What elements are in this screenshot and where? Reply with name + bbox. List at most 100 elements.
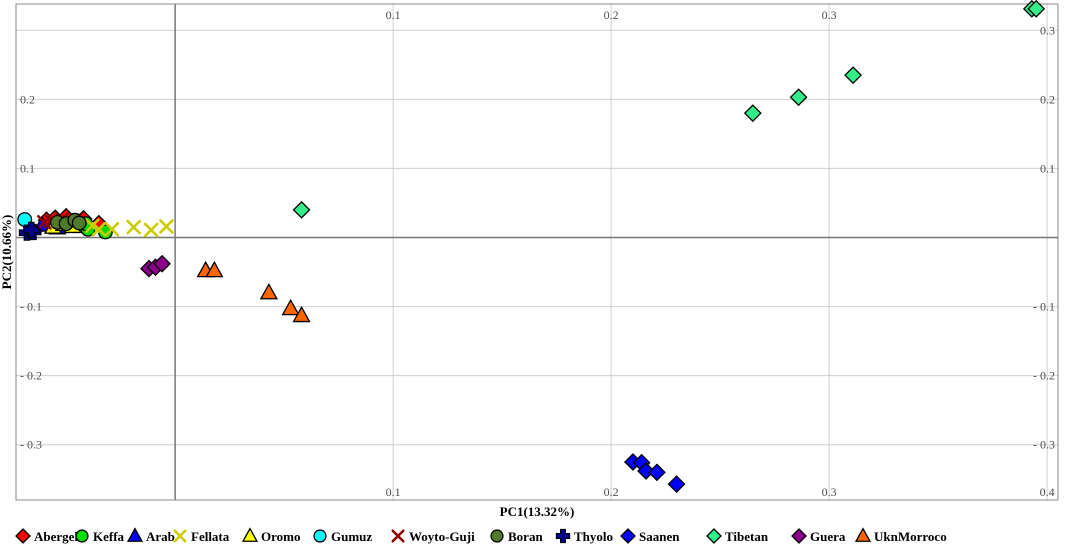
x-tick-label-top: 0.2: [604, 8, 619, 22]
legend-marker-oromo: [241, 527, 259, 542]
legend-marker-abergelle: [15, 528, 31, 544]
legend-item-woyto-guji: Woyto-Guji: [391, 529, 475, 544]
y-tick-label-right: 0.1: [1040, 161, 1055, 175]
tick-labels: 0.1 0.2 0.3 0.4 0.1 0.2 0.3 0.2 0.1 - 0.1 - 0.2 - 0…: [20, 8, 1055, 499]
series-thyolo: [18, 221, 42, 241]
legend-marker-boran: [490, 529, 504, 543]
legend-label-woyto-guji: Woyto-Guji: [409, 529, 475, 544]
legend-marker-tibetan: [706, 528, 722, 544]
x-tick-label-bottom: 0.4: [1040, 485, 1055, 499]
legend-label-tibetan: Tibetan: [725, 529, 769, 544]
point-fellata-stroke: [159, 219, 174, 234]
plot-frame: [15, 3, 1059, 501]
y-axis-title: PC2(10.66%): [0, 215, 14, 290]
point-uknmorroco: [259, 283, 278, 300]
legend-item-saanen: Saanen: [620, 528, 680, 544]
legend-label-saanen: Saanen: [639, 529, 680, 544]
point-fellata: [104, 221, 120, 237]
legend-label-arab: Arab: [146, 529, 175, 544]
legend-item-thyolo: Thyolo: [555, 528, 613, 544]
legend-marker-arab: [126, 527, 144, 542]
point-uknmorroco: [205, 260, 224, 278]
legend-label-keffa: Keffa: [93, 529, 125, 544]
legend-marker-fellata: [173, 529, 187, 543]
point-boran: [71, 215, 87, 231]
point-uknmorroco: [281, 298, 300, 316]
y-tick-label-left: 0.1: [20, 161, 35, 175]
point-fellata-stroke: [126, 219, 142, 235]
series-saanen: [623, 453, 686, 494]
y-tick-label-left: - 0.1: [20, 300, 42, 314]
legend-marker-fellata-stroke: [173, 529, 187, 543]
point-fellata: [143, 222, 159, 238]
legend-label-uknmorroco: UknMorroco: [874, 529, 947, 544]
legend-item-arab: Arab: [126, 527, 175, 544]
point-tibetan: [844, 66, 863, 85]
x-tick-label-top: 0.1: [386, 8, 401, 22]
x-tick-label-top: 0.3: [822, 8, 837, 22]
point-tibetan: [789, 88, 808, 107]
legend-item-boran: Boran: [490, 529, 543, 544]
legend-marker-uknmorroco: [854, 527, 872, 542]
legend-marker-saanen: [620, 528, 636, 544]
legend-marker-gumuz: [313, 529, 327, 543]
legend-item-gumuz: Gumuz: [313, 529, 372, 544]
point-fellata-stroke: [84, 218, 100, 234]
y-tick-label-right: 0.2: [1040, 92, 1055, 106]
x-axis-title: PC1(13.32%): [500, 504, 575, 519]
legend-item-tibetan: Tibetan: [706, 528, 769, 544]
reference-lines: [16, 4, 1058, 500]
point-fellata-stroke: [143, 222, 159, 238]
point-tibetan: [292, 200, 311, 219]
x-tick-label-bottom: 0.3: [822, 485, 837, 499]
data-points: [17, 0, 1046, 494]
point-fellata-stroke: [91, 221, 107, 237]
point-fellata-stroke: [104, 221, 120, 237]
point-tibetan: [743, 104, 762, 123]
legend-label-oromo: Oromo: [261, 529, 300, 544]
point-fellata: [126, 219, 142, 235]
point-tibetan: [1027, 0, 1046, 18]
legend-marker-guera: [791, 528, 807, 544]
legend-marker-woyto-guji-stroke: [391, 529, 405, 543]
series-uknmorroco: [196, 260, 311, 323]
y-tick-label-right: 0.3: [1040, 23, 1055, 37]
series-guera: [140, 254, 171, 278]
point-uknmorroco: [292, 305, 311, 323]
series-fellata: [84, 218, 174, 238]
legend: Abergelle Keffa Arab Fellata Oromo Gumuz Woyto…: [15, 527, 947, 544]
legend-marker-keffa: [75, 529, 89, 543]
y-tick-label-right: - 0.2: [1033, 369, 1055, 383]
legend-item-keffa: Keffa: [75, 529, 125, 544]
point-saanen: [667, 475, 686, 494]
y-tick-label-left: 0.2: [20, 92, 35, 106]
legend-marker-thyolo: [555, 528, 571, 544]
legend-item-uknmorroco: UknMorroco: [854, 527, 947, 544]
x-tick-label-bottom: 0.2: [604, 485, 619, 499]
point-thyolo: [23, 221, 40, 238]
legend-label-thyolo: Thyolo: [574, 529, 613, 544]
legend-item-oromo: Oromo: [241, 527, 300, 544]
legend-item-guera: Guera: [791, 528, 846, 544]
legend-label-guera: Guera: [810, 529, 846, 544]
legend-label-abergelle: Abergelle: [34, 529, 88, 544]
x-tick-label-bottom: 0.1: [386, 485, 401, 499]
legend-item-abergelle: Abergelle: [15, 528, 88, 544]
point-fellata: [91, 221, 107, 237]
y-tick-label-left: - 0.2: [20, 369, 42, 383]
y-tick-label-right: - 0.1: [1033, 300, 1055, 314]
series-tibetan: [292, 0, 1046, 219]
point-saanen: [637, 462, 655, 480]
point-fellata: [84, 218, 100, 234]
point-saanen: [647, 463, 666, 482]
y-tick-label-left: - 0.3: [20, 438, 42, 452]
series-boran: [49, 212, 87, 232]
legend-label-gumuz: Gumuz: [331, 529, 372, 544]
point-fellata: [159, 219, 174, 234]
point-guera: [153, 254, 171, 273]
legend-label-fellata: Fellata: [191, 529, 230, 544]
y-tick-label-right: - 0.3: [1033, 438, 1055, 452]
grid-lines: [16, 4, 1058, 500]
legend-marker-woyto-guji: [391, 529, 405, 543]
